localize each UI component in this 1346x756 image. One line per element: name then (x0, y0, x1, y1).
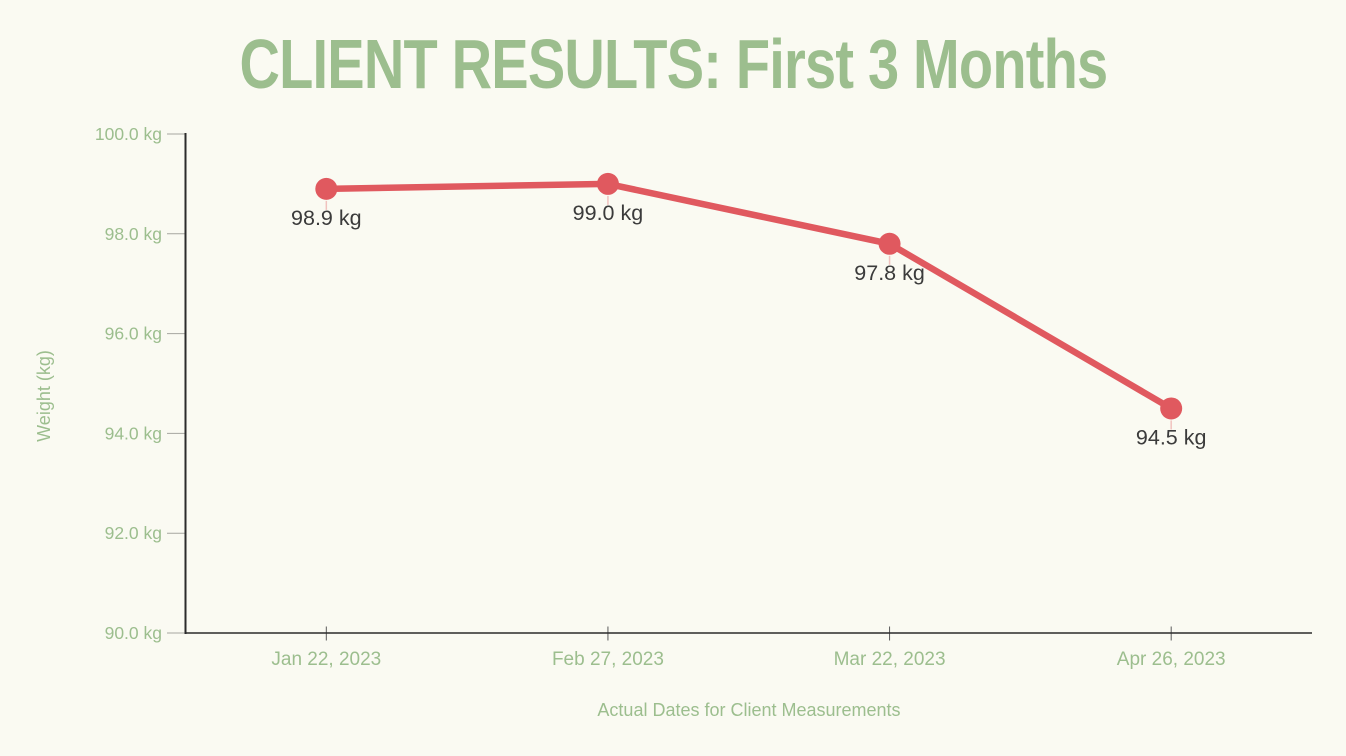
y-tick-label: 92.0 kg (105, 523, 162, 543)
data-point-marker (315, 177, 338, 200)
data-point-label: 99.0 kg (573, 201, 644, 225)
weight-series: 98.9 kg 99.0 kg 97.8 kg 94.5 kg (291, 172, 1207, 449)
x-tick-label: Jan 22, 2023 (271, 649, 381, 670)
chart-title-text: CLIENT RESULTS: First 3 Months (239, 25, 1108, 103)
data-point-label: 97.8 kg (854, 261, 925, 285)
data-point-label: 94.5 kg (1136, 425, 1207, 449)
y-axis-title: Weight (kg) (34, 350, 54, 442)
data-point-label: 98.9 kg (291, 206, 362, 230)
x-tick-label: Feb 27, 2023 (552, 649, 664, 670)
y-tick-label: 90.0 kg (105, 623, 162, 643)
data-point-marker (1160, 397, 1183, 420)
y-tick-label: 100.0 kg (95, 124, 162, 144)
weight-series-line (323, 180, 1175, 412)
y-tick-label: 96.0 kg (105, 324, 162, 344)
data-point-marker (878, 232, 901, 255)
data-point-marker (596, 172, 619, 195)
y-tick-label: 94.0 kg (105, 423, 162, 443)
x-tick-label: Mar 22, 2023 (834, 649, 946, 670)
x-axis-title: Actual Dates for Client Measurements (597, 700, 900, 720)
chart-title: CLIENT RESULTS: First 3 Months (0, 27, 1346, 101)
x-tick-label: Apr 26, 2023 (1117, 649, 1226, 670)
y-axis-ticks: 100.0 kg 98.0 kg 96.0 kg 94.0 kg 92.0 kg 90.0… (95, 124, 185, 643)
y-tick-label: 98.0 kg (105, 224, 162, 244)
x-axis-ticks: Jan 22, 2023 Feb 27, 2023 Mar 22, 2023 Apr … (271, 626, 1226, 670)
